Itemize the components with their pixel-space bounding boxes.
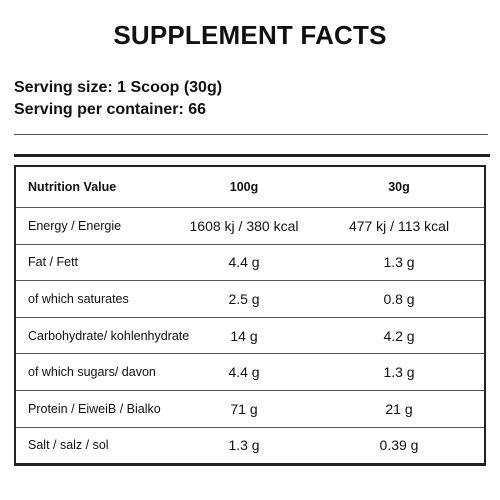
row-value-100g: 1608 kj / 380 kcal	[189, 217, 299, 234]
nutrition-table: Nutrition Value 100g 30g Energy / Energi…	[14, 165, 486, 467]
row-label: Carbohydrate/ kohlenhydrate	[28, 328, 190, 343]
row-value-100g: 2.5 g	[228, 290, 260, 307]
table-header-row: Nutrition Value 100g 30g	[16, 167, 484, 207]
row-value-30g: 4.2 g	[383, 327, 415, 344]
row-label: Salt / salz / sol	[28, 438, 109, 453]
table-row: Protein / EiweiB / Bialko 71 g 21 g	[16, 389, 484, 427]
table-row: Fat / Fett 4.4 g 1.3 g	[16, 243, 484, 281]
servings-per-container: Serving per container: 66	[14, 101, 207, 118]
row-value-30g: 21 g	[385, 400, 413, 417]
row-value-100g: 4.4 g	[228, 254, 260, 271]
row-value-100g: 1.3 g	[228, 437, 260, 454]
divider-thin	[14, 134, 488, 135]
table-row: of which saturates 2.5 g 0.8 g	[16, 280, 484, 317]
page-title: SUPPLEMENT FACTS	[113, 20, 387, 50]
row-value-30g: 0.8 g	[383, 290, 415, 307]
row-value-30g: 1.3 g	[383, 254, 415, 271]
serving-size: Serving size: 1 Scoop (30g)	[14, 79, 223, 96]
header-100g: 100g	[229, 180, 259, 194]
row-label: Fat / Fett	[28, 255, 79, 270]
table-row: Salt / salz / sol 1.3 g 0.39 g	[16, 426, 484, 464]
table-row: Carbohydrate/ kohlenhydrate 14 g 4.2 g	[16, 316, 484, 354]
row-label: Protein / EiweiB / Bialko	[28, 401, 161, 416]
header-nutrition-value: Nutrition Value	[28, 180, 117, 194]
row-label: of which sugars/ davon	[28, 365, 156, 380]
row-label: of which saturates	[28, 291, 129, 306]
table-row: Energy / Energie 1608 kj / 380 kcal 477 …	[16, 207, 484, 244]
row-value-100g: 14 g	[230, 327, 258, 344]
row-value-30g: 477 kj / 113 kcal	[348, 217, 450, 234]
row-value-100g: 4.4 g	[228, 364, 260, 381]
divider-thick	[14, 154, 490, 157]
table-row: of which sugars/ davon 4.4 g 1.3 g	[16, 353, 484, 390]
row-label: Energy / Energie	[28, 218, 122, 233]
row-value-30g: 0.39 g	[379, 437, 419, 454]
row-value-100g: 71 g	[230, 400, 258, 417]
header-30g: 30g	[388, 180, 410, 194]
row-value-30g: 1.3 g	[383, 364, 415, 381]
